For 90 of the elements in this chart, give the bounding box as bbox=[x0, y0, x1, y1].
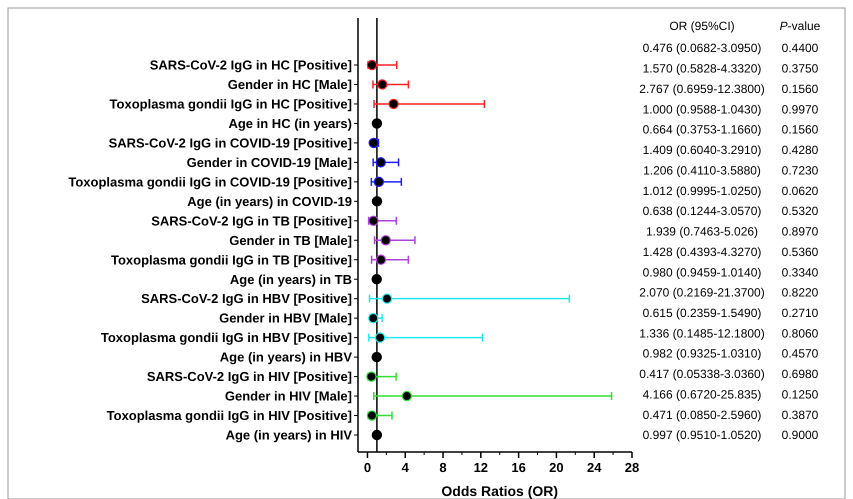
text: 0.638 (0.1244-3.0570) bbox=[642, 204, 762, 218]
y-tick-label: Gender in HBV [Male] bbox=[219, 310, 352, 326]
text: 0.6980 bbox=[782, 367, 819, 382]
point bbox=[372, 430, 382, 440]
text: 0.4400 bbox=[782, 41, 819, 56]
x-axis-title: Odds Ratios (OR) bbox=[441, 483, 558, 499]
y-tick-label: Age (in years) in HBV bbox=[220, 350, 352, 365]
y-tick-label: Age (in years) in COVID-19 bbox=[187, 194, 352, 209]
text: 0.5320 bbox=[782, 204, 819, 218]
text: 0.471 (0.0850-2.5960) bbox=[642, 408, 762, 422]
text: 0.664 (0.3753-1.1660) bbox=[642, 122, 762, 137]
point bbox=[402, 390, 412, 402]
text: 1.000 (0.9588-1.0430) bbox=[642, 102, 762, 116]
x-tick-label: 24 bbox=[586, 460, 602, 475]
point bbox=[372, 274, 382, 284]
y-tick-label: SARS-CoV-2 IgG in COVID-19 [Positive] bbox=[108, 135, 352, 150]
text: 1.206 (0.4110-3.5880) bbox=[643, 163, 761, 178]
text: 0.1250 bbox=[782, 387, 819, 402]
x-tick-label: 20 bbox=[549, 460, 564, 475]
y-tick-label: SARS-CoV-2 IgG in HC [Positive] bbox=[150, 58, 352, 73]
y-tick-label: Toxoplasma gondii IgG in HIV [Positive] bbox=[106, 408, 352, 424]
point bbox=[366, 60, 378, 70]
point bbox=[372, 352, 382, 362]
y-tick-label: SARS-CoV-2 IgG in HIV [Positive] bbox=[146, 369, 352, 384]
text: 1.570 (0.5828-4.3320) bbox=[642, 62, 762, 76]
text: 2.070 (0.2169-21.3700) bbox=[639, 286, 765, 300]
point bbox=[376, 254, 386, 265]
text: 0.1560 bbox=[782, 122, 819, 137]
y-tick-label: SARS-CoV-2 IgG in HBV [Positive] bbox=[141, 291, 352, 306]
text: 0.8220 bbox=[782, 286, 819, 300]
text: 0.8060 bbox=[782, 326, 819, 340]
point bbox=[366, 371, 377, 382]
y-tick-label: Toxoplasma gondii IgG in COVID-19 [Positive] bbox=[68, 174, 352, 190]
text: 0.476 (0.0682-3.0950) bbox=[642, 41, 762, 56]
x-tick-label: 28 bbox=[624, 460, 640, 475]
text: 0.4570 bbox=[782, 346, 819, 361]
y-tick-label: Gender in TB [Male] bbox=[229, 232, 352, 248]
point bbox=[388, 98, 399, 110]
text: 0.5360 bbox=[782, 244, 819, 259]
text: 2.767 (0.6959-12.3800) bbox=[639, 82, 765, 96]
x-tick-label: 8 bbox=[439, 460, 447, 475]
y-tick-label: Gender in HC [Male] bbox=[228, 77, 352, 92]
y-tick-label: Toxoplasma gondii IgG in HC [Positive] bbox=[110, 96, 352, 112]
point bbox=[368, 312, 378, 324]
y-tick-label: Age in HC (in years) bbox=[228, 116, 352, 131]
text: 1.336 (0.1485-12.1800) bbox=[639, 326, 765, 340]
x-tick-label: 4 bbox=[402, 460, 410, 475]
text: 0.982 (0.9325-1.0310) bbox=[642, 346, 762, 361]
point bbox=[382, 293, 392, 304]
text: 0.4280 bbox=[782, 143, 819, 158]
text: 0.417 (0.05338-3.0360) bbox=[639, 367, 765, 382]
text: 1.428 (0.4393-4.3270) bbox=[642, 244, 762, 259]
point bbox=[377, 79, 388, 90]
text: 4.166 (0.6720-25.835) bbox=[642, 387, 762, 402]
text: 0.980 (0.9459-1.0140) bbox=[642, 265, 762, 280]
text: 0.8970 bbox=[782, 224, 819, 239]
y-tick-label: Gender in COVID-19 [Male] bbox=[186, 154, 352, 170]
text: 1.939 (0.7463-5.026) bbox=[646, 224, 758, 239]
text: 0.1560 bbox=[782, 82, 819, 96]
text: 1.409 (0.6040-3.2910) bbox=[642, 143, 762, 158]
text: 0.997 (0.9510-1.0520) bbox=[642, 428, 762, 442]
text: 0.0620 bbox=[782, 184, 819, 198]
text: 0.2710 bbox=[782, 306, 819, 320]
point bbox=[368, 216, 379, 226]
point bbox=[374, 332, 386, 343]
text: 0.9000 bbox=[782, 428, 819, 442]
x-tick-label: 12 bbox=[474, 460, 488, 475]
text: 0.3340 bbox=[782, 265, 819, 280]
text: 0.3870 bbox=[782, 408, 819, 422]
y-tick-label: Toxoplasma gondii IgG in HBV [Positive] bbox=[100, 330, 352, 346]
point bbox=[376, 157, 386, 168]
point bbox=[374, 176, 384, 188]
x-tick-label: 0 bbox=[364, 460, 372, 475]
text: 1.012 (0.9995-1.0250) bbox=[642, 184, 762, 198]
point bbox=[380, 235, 391, 246]
point bbox=[366, 410, 378, 421]
text: 0.9970 bbox=[782, 102, 819, 116]
text: P-value bbox=[780, 19, 821, 33]
text: 0.3750 bbox=[782, 62, 819, 76]
text: 0.615 (0.2359-1.5490) bbox=[642, 306, 762, 320]
x-tick-label: 16 bbox=[511, 460, 526, 475]
y-tick-label: SARS-CoV-2 IgG in TB [Positive] bbox=[151, 213, 352, 228]
y-tick-label: Age (in years) in HIV bbox=[226, 428, 352, 443]
point bbox=[372, 118, 382, 129]
point bbox=[372, 196, 382, 207]
text: 0.7230 bbox=[782, 163, 819, 178]
y-tick-label: Gender in HIV [Male] bbox=[224, 388, 352, 404]
text: OR (95%CI) bbox=[669, 19, 735, 33]
y-tick-label: Toxoplasma gondii IgG in TB [Positive] bbox=[111, 252, 352, 268]
y-tick-label: Age (in years) in TB bbox=[230, 272, 352, 287]
